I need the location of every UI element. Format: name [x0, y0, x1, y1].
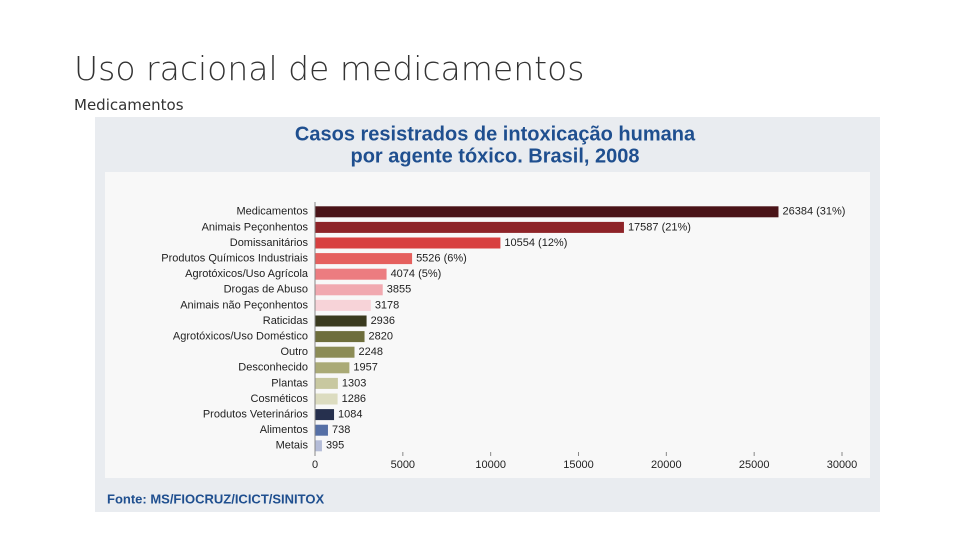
category-label: Metais — [276, 440, 309, 452]
bar — [315, 253, 413, 265]
bar — [315, 377, 338, 389]
category-label: Agrotóxicos/Uso Doméstico — [173, 331, 308, 343]
category-label: Cosméticos — [251, 393, 309, 405]
bar — [315, 268, 387, 280]
category-label: Plantas — [271, 377, 308, 389]
bar — [315, 237, 501, 249]
bar — [315, 346, 355, 358]
value-label: 4074 (5%) — [391, 268, 442, 280]
value-label: 2820 — [369, 331, 393, 343]
bar — [315, 409, 335, 421]
chart-title: Casos resistrados de intoxicação humana — [295, 123, 696, 145]
value-label: 738 — [332, 424, 350, 436]
bar — [315, 331, 365, 343]
bar — [315, 221, 624, 233]
category-label: Outro — [280, 346, 308, 358]
slide-subtitle: Medicamentos — [74, 96, 184, 114]
value-label: 1286 — [342, 393, 366, 405]
chart-source: Fonte: MS/FIOCRUZ/ICICT/SINITOX — [107, 491, 324, 506]
value-label: 1084 — [338, 409, 362, 421]
x-tick-label: 25000 — [739, 459, 770, 471]
value-label: 1957 — [353, 362, 377, 374]
category-label: Agrotóxicos/Uso Agrícola — [185, 268, 309, 280]
bar — [315, 362, 350, 374]
value-label: 5526 (6%) — [416, 253, 467, 265]
value-label: 17587 (21%) — [628, 221, 691, 233]
x-tick-label: 20000 — [651, 459, 682, 471]
category-label: Domissanitários — [230, 237, 309, 249]
chart-title: por agente tóxico. Brasil, 2008 — [351, 145, 640, 167]
value-label: 2936 — [371, 315, 395, 327]
bar — [315, 424, 328, 436]
bar — [315, 284, 383, 296]
value-label: 1303 — [342, 377, 366, 389]
category-label: Drogas de Abuso — [224, 284, 308, 296]
value-label: 26384 (31%) — [782, 206, 845, 218]
x-tick-label: 0 — [312, 459, 318, 471]
x-tick-label: 10000 — [475, 459, 506, 471]
bar — [315, 315, 367, 327]
category-label: Animais Peçonhentos — [202, 221, 309, 233]
x-tick-label: 30000 — [827, 459, 858, 471]
x-tick-label: 5000 — [391, 459, 415, 471]
value-label: 395 — [326, 440, 344, 452]
category-label: Animais não Peçonhentos — [180, 299, 308, 311]
category-label: Alimentos — [260, 424, 309, 436]
slide-title: Uso racional de medicamentos — [74, 49, 584, 88]
category-label: Produtos Químicos Industriais — [161, 253, 308, 265]
bar — [315, 299, 371, 311]
category-label: Produtos Veterinários — [203, 409, 309, 421]
value-label: 3855 — [387, 284, 411, 296]
x-tick-label: 15000 — [563, 459, 594, 471]
value-label: 10554 (12%) — [504, 237, 567, 249]
value-label: 2248 — [358, 346, 382, 358]
plot-area — [105, 172, 870, 478]
bar — [315, 440, 322, 452]
value-label: 3178 — [375, 299, 399, 311]
category-label: Desconhecido — [238, 362, 308, 374]
category-label: Medicamentos — [236, 206, 308, 218]
bar — [315, 206, 779, 218]
bar — [315, 393, 338, 405]
category-label: Raticidas — [263, 315, 309, 327]
